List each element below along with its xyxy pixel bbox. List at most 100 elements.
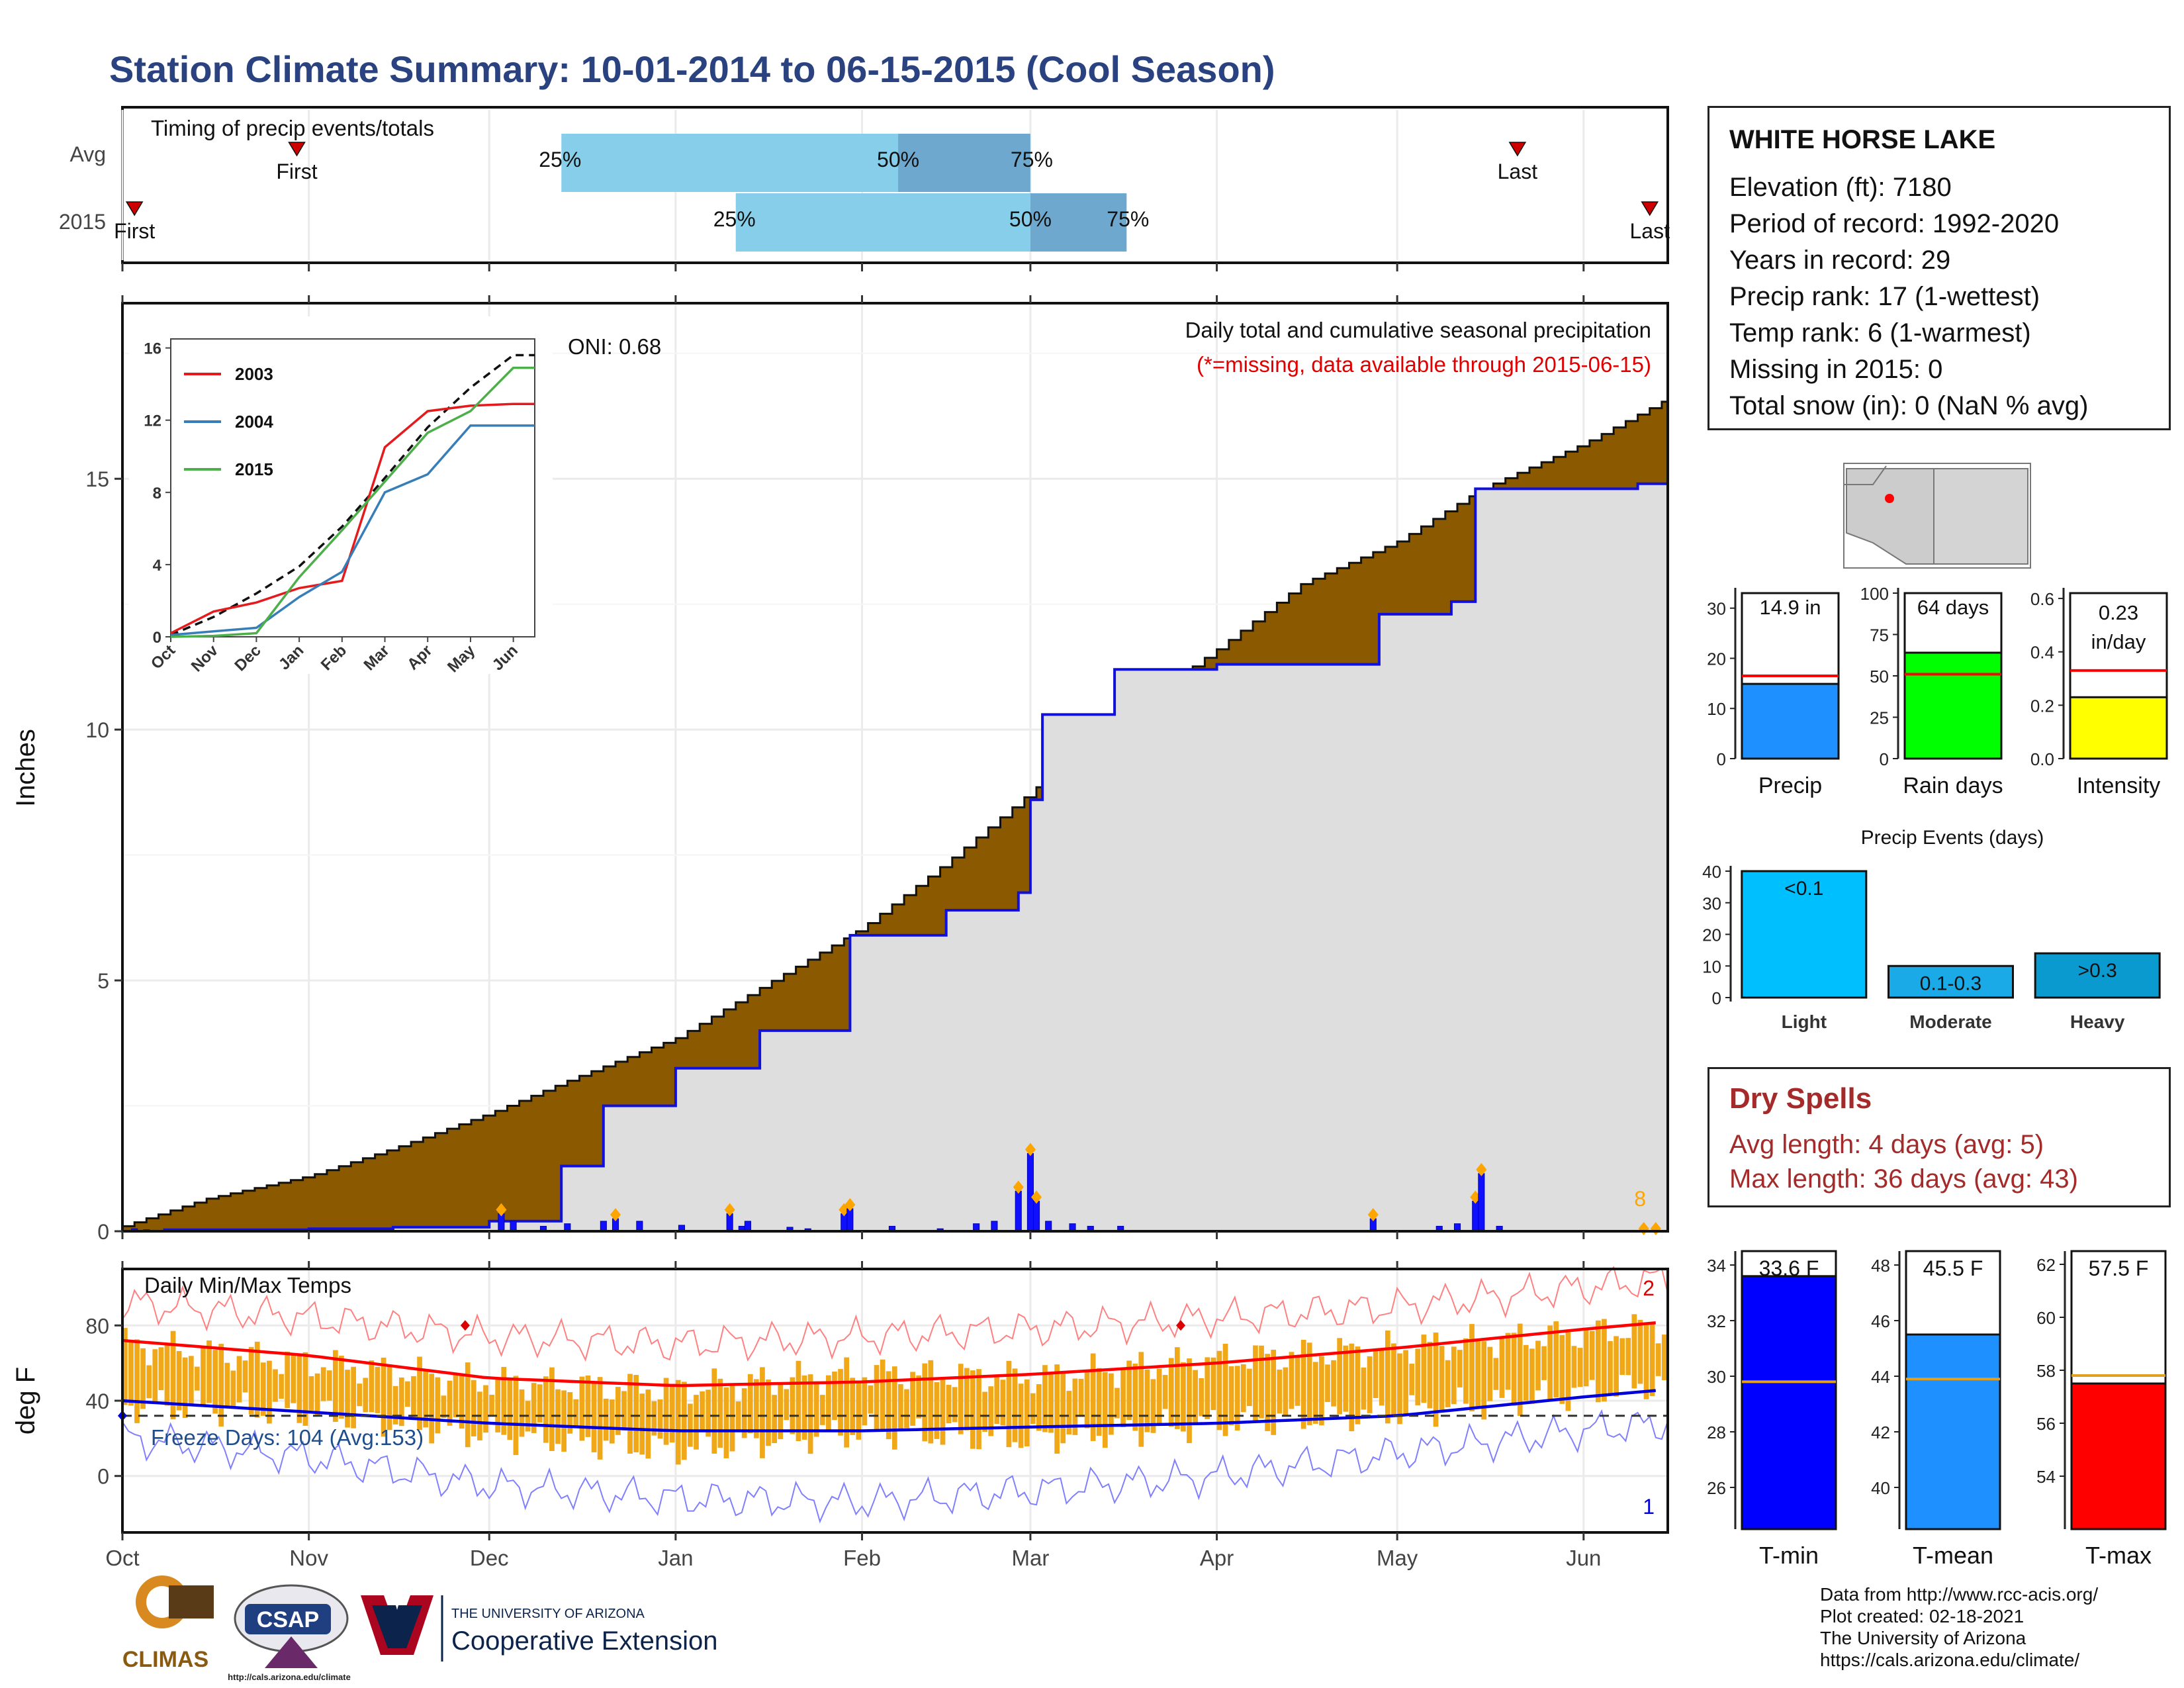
tbar-ytick-label: 32	[1707, 1311, 1726, 1331]
daily-temp-bar	[279, 1374, 284, 1399]
precip-ytick-label: 5	[97, 969, 109, 993]
record-max-marker	[460, 1320, 470, 1331]
daily-temp-bar	[1631, 1314, 1637, 1389]
daily-temp-bar	[856, 1382, 862, 1440]
daily-temp-bar	[483, 1385, 488, 1433]
daily-temp-bar	[1283, 1367, 1289, 1416]
mini-ytick-label: 30	[1707, 599, 1726, 619]
daily-temp-bar	[1451, 1346, 1457, 1405]
csap-text: CSAP	[257, 1607, 319, 1632]
station-elevation: Elevation (ft): 7180	[1729, 173, 1952, 202]
daily-temp-bar	[1120, 1370, 1126, 1427]
tbar-value-T-min: 33.6 F	[1759, 1256, 1819, 1280]
mini-ytick-label: 0.6	[2030, 589, 2054, 609]
heavy-day-marker	[496, 1203, 507, 1217]
temp-ytick-label: 0	[97, 1465, 109, 1489]
daily-temp-bar	[1006, 1360, 1012, 1448]
daily-temp-bar	[567, 1392, 573, 1434]
daily-temp-bar	[387, 1365, 392, 1430]
daily-temp-bar	[1517, 1323, 1523, 1416]
daily-precip-bar	[1032, 1201, 1040, 1232]
daily-temp-bar	[688, 1403, 693, 1447]
daily-temp-bar	[772, 1395, 777, 1444]
mini-bar-Precip	[1741, 682, 1840, 760]
tbar-label-T-max: T-max	[2085, 1542, 2152, 1569]
daily-count-label: 8	[1634, 1187, 1646, 1211]
daily-temp-bar	[1649, 1323, 1655, 1396]
daily-temp-bar	[1385, 1330, 1390, 1424]
daily-temp-bar	[206, 1340, 212, 1403]
events-label-light: Light	[1782, 1011, 1827, 1032]
daily-temp-bar	[1487, 1346, 1493, 1401]
ua-logo: THE UNIVERSITY OF ARIZONA Cooperative Ex…	[361, 1595, 717, 1662]
mini-value-Rain days: 64 days	[1917, 596, 1989, 619]
daily-temp-bar	[1595, 1320, 1601, 1403]
daily-temp-bar	[651, 1401, 657, 1436]
inset-ytick-label: 0	[153, 629, 161, 647]
daily-precip-bar	[1472, 1201, 1479, 1232]
daily-temp-bar	[729, 1385, 735, 1452]
daily-temp-bar	[1138, 1352, 1144, 1447]
credit-line-created: Plot created: 02-18-2021	[1820, 1606, 2025, 1626]
daily-temp-bar	[1247, 1368, 1252, 1407]
tbar-ytick-label: 58	[2036, 1361, 2056, 1381]
daily-temp-bar	[1373, 1350, 1379, 1399]
heavy-day-marker	[1031, 1190, 1042, 1204]
daily-temp-bar	[669, 1383, 675, 1443]
daily-temp-bar	[1265, 1354, 1270, 1431]
timing-row-avg: Avg	[69, 142, 106, 166]
daily-temp-bar	[717, 1378, 723, 1448]
tbar-bar-T-min	[1741, 1275, 1837, 1530]
timing-bar-2015-lower	[735, 193, 1030, 252]
daily-temp-bar	[844, 1357, 849, 1448]
daily-temp-bar	[273, 1369, 278, 1402]
daily-precip-bar	[600, 1221, 607, 1232]
heavy-day-marker	[844, 1197, 856, 1211]
daily-temp-bar	[1024, 1379, 1030, 1446]
timing-avg-first-label: First	[276, 160, 317, 183]
temp-ytick-label: 80	[85, 1314, 109, 1338]
daily-temp-bar	[1156, 1368, 1162, 1425]
daily-precip-bar	[1045, 1221, 1052, 1232]
min-record-count: 1	[1643, 1495, 1655, 1519]
events-ytick-label: 30	[1702, 894, 1721, 914]
daily-temp-bar	[1240, 1364, 1246, 1413]
daily-temp-bar	[549, 1367, 555, 1452]
daily-temp-bar	[681, 1382, 687, 1460]
daily-temp-bar	[1228, 1366, 1234, 1426]
tbar-value-T-max: 57.5 F	[2089, 1256, 2149, 1280]
heavy-day-marker	[1470, 1190, 1481, 1204]
inset-ytick-label: 16	[144, 340, 161, 358]
daily-temp-bar	[1126, 1360, 1132, 1421]
mini-ytick-label: 75	[1870, 626, 1889, 645]
temp-panel: 0 40 80 Daily Min/Max Temps Freeze Days: 1…	[11, 1261, 1669, 1570]
precip-ytick-label: 15	[85, 467, 109, 491]
daily-temp-bar	[122, 1328, 128, 1405]
daily-temp-bar	[1042, 1365, 1048, 1432]
daily-temp-bar	[1030, 1393, 1036, 1424]
daily-temp-bar	[188, 1356, 194, 1405]
daily-temp-bar	[1078, 1378, 1084, 1417]
daily-temp-bar	[1187, 1358, 1192, 1444]
station-marker	[1885, 494, 1894, 503]
daily-temp-bar	[826, 1375, 831, 1431]
timing-2015-p50-label: 50%	[1009, 207, 1052, 231]
daily-temp-bar	[1222, 1343, 1228, 1436]
month-label-apr: Apr	[1200, 1546, 1234, 1570]
tbar-label-T-mean: T-mean	[1913, 1542, 1993, 1569]
tbar-ytick-label: 56	[2036, 1414, 2056, 1434]
daily-temp-bar	[182, 1357, 188, 1419]
daily-temp-bar	[1289, 1352, 1295, 1409]
daily-temp-bar	[1168, 1358, 1174, 1427]
daily-temp-bar	[1577, 1348, 1583, 1387]
daily-temp-bar	[531, 1383, 537, 1433]
daily-temp-bar	[994, 1377, 1000, 1425]
daily-temp-bar	[603, 1398, 609, 1441]
mini-ytick-label: 10	[1707, 699, 1726, 719]
mini-value-Intensity: 0.23	[2099, 601, 2138, 624]
mini-value-unit-Intensity: in/day	[2091, 630, 2146, 653]
daily-precip-bar	[991, 1221, 998, 1232]
daily-temp-bar	[291, 1354, 296, 1403]
daily-temp-bar	[471, 1380, 477, 1436]
